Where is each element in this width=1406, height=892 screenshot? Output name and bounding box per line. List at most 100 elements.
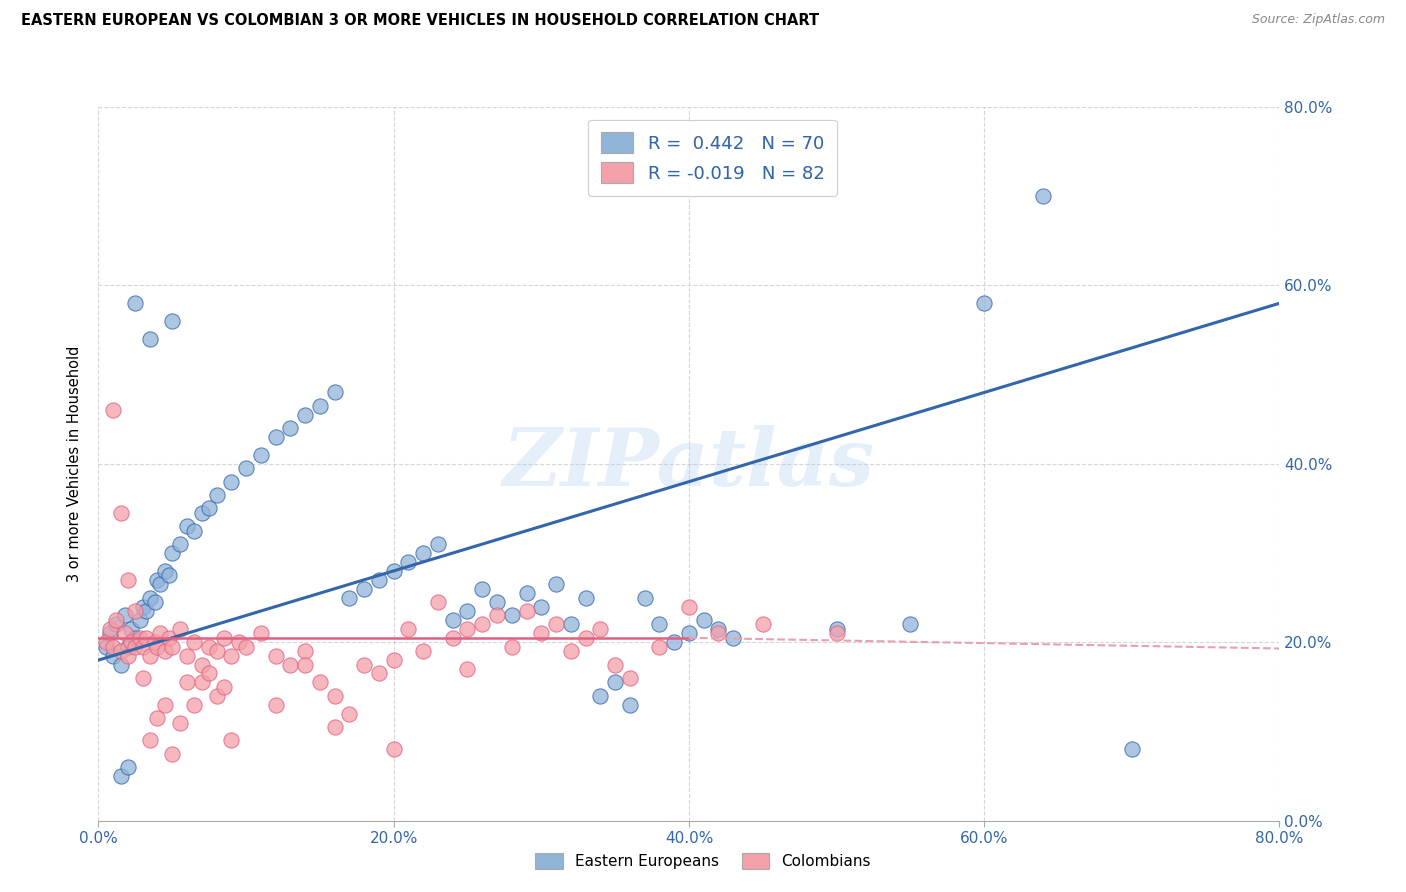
Point: [456, 604, 478, 618]
Point: [396, 622, 419, 636]
Point: [441, 631, 464, 645]
Point: [169, 715, 191, 730]
Point: [219, 475, 242, 489]
Point: [250, 448, 273, 462]
Point: [353, 582, 375, 596]
Point: [264, 698, 287, 712]
Point: [117, 648, 139, 663]
Point: [294, 657, 316, 672]
Text: Source: ZipAtlas.com: Source: ZipAtlas.com: [1251, 13, 1385, 27]
Point: [146, 573, 169, 587]
Point: [278, 421, 302, 435]
Point: [114, 626, 136, 640]
Point: [427, 595, 450, 609]
Point: [1032, 189, 1054, 203]
Point: [382, 742, 405, 756]
Point: [235, 640, 257, 654]
Point: [412, 644, 434, 658]
Point: [486, 595, 509, 609]
Point: [146, 640, 169, 654]
Point: [396, 555, 419, 569]
Point: [139, 648, 162, 663]
Point: [560, 644, 582, 658]
Point: [323, 689, 346, 703]
Point: [110, 657, 132, 672]
Point: [162, 747, 183, 761]
Point: [183, 635, 205, 649]
Point: [427, 537, 450, 551]
Point: [205, 689, 228, 703]
Point: [143, 635, 166, 649]
Point: [146, 711, 169, 725]
Point: [105, 617, 128, 632]
Point: [110, 644, 132, 658]
Point: [294, 408, 316, 422]
Point: [176, 675, 198, 690]
Point: [117, 760, 139, 774]
Point: [368, 666, 391, 681]
Point: [574, 591, 596, 605]
Point: [153, 644, 176, 658]
Point: [157, 631, 180, 645]
Point: [664, 635, 686, 649]
Point: [693, 613, 716, 627]
Point: [560, 617, 582, 632]
Point: [723, 631, 745, 645]
Point: [132, 640, 155, 654]
Point: [110, 506, 132, 520]
Point: [124, 604, 146, 618]
Point: [368, 573, 391, 587]
Legend: Eastern Europeans, Colombians: Eastern Europeans, Colombians: [529, 847, 877, 875]
Point: [135, 604, 157, 618]
Point: [648, 617, 671, 632]
Point: [149, 626, 172, 640]
Point: [162, 640, 183, 654]
Point: [456, 622, 478, 636]
Point: [515, 604, 537, 618]
Point: [250, 626, 273, 640]
Point: [228, 635, 250, 649]
Point: [212, 680, 235, 694]
Point: [139, 591, 162, 605]
Point: [191, 675, 214, 690]
Point: [110, 769, 132, 783]
Point: [169, 537, 191, 551]
Point: [205, 488, 228, 502]
Y-axis label: 3 or more Vehicles in Household: 3 or more Vehicles in Household: [67, 346, 83, 582]
Point: [94, 635, 117, 649]
Point: [219, 648, 242, 663]
Point: [114, 608, 136, 623]
Point: [183, 524, 205, 538]
Point: [139, 332, 162, 346]
Point: [973, 296, 995, 310]
Point: [143, 595, 166, 609]
Point: [128, 613, 150, 627]
Point: [382, 564, 405, 578]
Point: [605, 675, 627, 690]
Point: [124, 296, 146, 310]
Point: [707, 626, 730, 640]
Point: [124, 640, 146, 654]
Point: [149, 577, 172, 591]
Point: [98, 626, 121, 640]
Point: [678, 626, 700, 640]
Legend: R =  0.442   N = 70, R = -0.019   N = 82: R = 0.442 N = 70, R = -0.019 N = 82: [588, 120, 837, 195]
Point: [574, 631, 596, 645]
Point: [157, 568, 180, 582]
Point: [1121, 742, 1143, 756]
Point: [135, 631, 157, 645]
Point: [309, 675, 332, 690]
Point: [530, 626, 553, 640]
Point: [98, 622, 121, 636]
Point: [124, 631, 146, 645]
Point: [103, 640, 125, 654]
Point: [530, 599, 553, 614]
Point: [825, 626, 848, 640]
Point: [198, 640, 221, 654]
Point: [486, 608, 509, 623]
Point: [191, 506, 214, 520]
Point: [120, 622, 142, 636]
Point: [176, 519, 198, 533]
Point: [589, 622, 612, 636]
Point: [339, 591, 360, 605]
